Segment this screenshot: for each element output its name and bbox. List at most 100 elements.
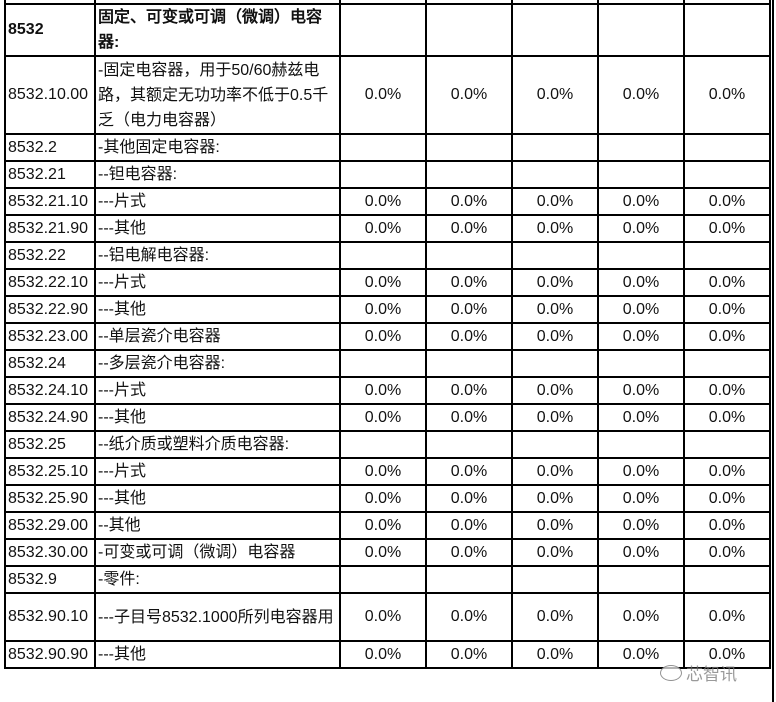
table-right-border	[772, 0, 774, 702]
hs-code: 8532.22.90	[4, 295, 96, 324]
rate-cell: 0.0%	[339, 322, 427, 351]
rate-cell: 0.0%	[425, 295, 513, 324]
rate-cell: 0.0%	[339, 457, 427, 486]
table-row: 8532.90.90 ---其他 0.0% 0.0% 0.0% 0.0% 0.0%	[4, 640, 771, 669]
rate-cell	[511, 160, 599, 189]
rate-cell	[597, 133, 685, 162]
rate-cell: 0.0%	[683, 55, 771, 135]
rate-cell: 0.0%	[511, 268, 599, 297]
rate-cell: 0.0%	[597, 403, 685, 432]
table-row: 8532.10.00 -固定电容器，用于50/60赫兹电路，其额定无功功率不低于0…	[4, 55, 771, 135]
watermark: 芯智讯	[660, 660, 737, 685]
rate-cell: 0.0%	[511, 484, 599, 513]
description: ---其他	[94, 484, 341, 513]
rate-cell	[425, 241, 513, 270]
rate-cell: 0.0%	[511, 403, 599, 432]
rate-cell	[339, 160, 427, 189]
rate-cell: 0.0%	[339, 403, 427, 432]
description: 固定、可变或可调（微调）电容器:	[94, 3, 341, 57]
hs-code: 8532.25.10	[4, 457, 96, 486]
hs-code: 8532.9	[4, 565, 96, 594]
hs-code: 8532	[4, 3, 96, 57]
rate-cell	[339, 3, 427, 57]
rate-cell	[683, 430, 771, 459]
rate-cell: 0.0%	[339, 187, 427, 216]
rate-cell	[339, 565, 427, 594]
rate-cell: 0.0%	[511, 457, 599, 486]
description: ---片式	[94, 376, 341, 405]
rate-cell	[597, 3, 685, 57]
rate-cell: 0.0%	[683, 376, 771, 405]
rate-cell	[597, 241, 685, 270]
table-row: 8532.22.90 ---其他 0.0% 0.0% 0.0% 0.0% 0.0%	[4, 295, 771, 324]
hs-code: 8532.24	[4, 349, 96, 378]
rate-cell: 0.0%	[425, 538, 513, 567]
rate-cell	[683, 349, 771, 378]
table-row: 8532.2 -其他固定电容器:	[4, 133, 771, 162]
rate-cell: 0.0%	[425, 322, 513, 351]
watermark-text: 芯智讯	[686, 665, 737, 685]
rate-cell: 0.0%	[683, 640, 771, 669]
hs-code: 8532.24.90	[4, 403, 96, 432]
rate-cell	[683, 160, 771, 189]
rate-cell: 0.0%	[683, 484, 771, 513]
rate-cell: 0.0%	[683, 592, 771, 642]
rate-cell: 0.0%	[597, 322, 685, 351]
rate-cell: 0.0%	[597, 295, 685, 324]
rate-cell	[683, 565, 771, 594]
rate-cell: 0.0%	[511, 214, 599, 243]
rate-cell	[511, 133, 599, 162]
rate-cell: 0.0%	[339, 640, 427, 669]
rate-cell: 0.0%	[511, 187, 599, 216]
rate-cell: 0.0%	[425, 187, 513, 216]
hs-code: 8532.25.90	[4, 484, 96, 513]
rate-cell	[425, 160, 513, 189]
rate-cell: 0.0%	[425, 403, 513, 432]
rate-cell: 0.0%	[683, 295, 771, 324]
rate-cell: 0.0%	[425, 268, 513, 297]
table-row: 8532.9 -零件:	[4, 565, 771, 594]
rate-cell: 0.0%	[425, 592, 513, 642]
description: --钽电容器:	[94, 160, 341, 189]
rate-cell	[683, 3, 771, 57]
rate-cell	[511, 430, 599, 459]
rate-cell: 0.0%	[511, 295, 599, 324]
table-row: 8532.23.00 --单层瓷介电容器 0.0% 0.0% 0.0% 0.0% 0.0%	[4, 322, 771, 351]
rate-cell: 0.0%	[425, 484, 513, 513]
table-row: 8532 固定、可变或可调（微调）电容器:	[4, 3, 771, 57]
rate-cell: 0.0%	[597, 511, 685, 540]
rate-cell: 0.0%	[683, 214, 771, 243]
rate-cell	[339, 133, 427, 162]
rate-cell: 0.0%	[339, 592, 427, 642]
rate-cell: 0.0%	[339, 214, 427, 243]
hs-code: 8532.2	[4, 133, 96, 162]
rate-cell: 0.0%	[683, 268, 771, 297]
rate-cell: 0.0%	[683, 187, 771, 216]
description: ---片式	[94, 187, 341, 216]
hs-code: 8532.22	[4, 241, 96, 270]
rate-cell	[683, 133, 771, 162]
table-row: 8532.22.10 ---片式 0.0% 0.0% 0.0% 0.0% 0.0%	[4, 268, 771, 297]
rate-cell	[597, 160, 685, 189]
rate-cell	[425, 349, 513, 378]
rate-cell: 0.0%	[597, 592, 685, 642]
rate-cell: 0.0%	[339, 538, 427, 567]
description: ---其他	[94, 214, 341, 243]
description: ---其他	[94, 403, 341, 432]
table-row: 8532.22 --铝电解电容器:	[4, 241, 771, 270]
rate-cell: 0.0%	[597, 55, 685, 135]
rate-cell: 0.0%	[597, 268, 685, 297]
rate-cell	[511, 3, 599, 57]
description: ---其他	[94, 295, 341, 324]
rate-cell: 0.0%	[339, 55, 427, 135]
hs-code: 8532.30.00	[4, 538, 96, 567]
rate-cell: 0.0%	[597, 457, 685, 486]
rate-cell: 0.0%	[425, 640, 513, 669]
rate-cell: 0.0%	[597, 484, 685, 513]
description: --纸介质或塑料介质电容器:	[94, 430, 341, 459]
rate-cell: 0.0%	[597, 538, 685, 567]
table-row: 8532.25.10 ---片式 0.0% 0.0% 0.0% 0.0% 0.0%	[4, 457, 771, 486]
hs-code: 8532.90.90	[4, 640, 96, 669]
rate-cell: 0.0%	[683, 322, 771, 351]
hs-code: 8532.25	[4, 430, 96, 459]
